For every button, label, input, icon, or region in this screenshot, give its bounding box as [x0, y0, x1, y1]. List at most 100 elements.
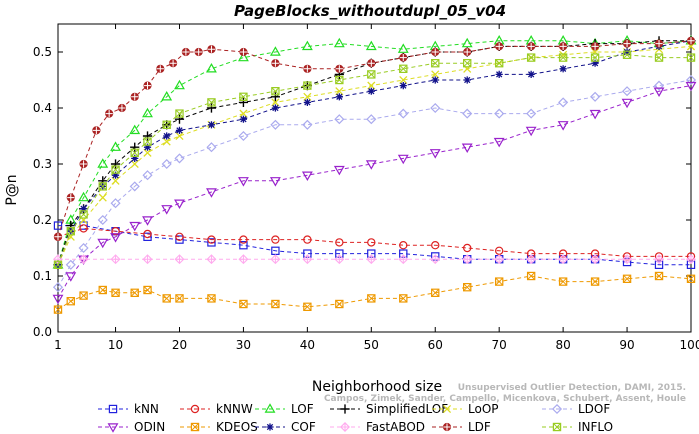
series-kdeos — [53, 271, 696, 314]
data-point — [527, 42, 536, 51]
data-point — [622, 39, 632, 48]
data-point — [590, 254, 601, 265]
data-point — [399, 240, 408, 250]
data-point — [207, 238, 216, 247]
data-point — [367, 238, 376, 247]
data-point — [590, 91, 601, 102]
data-point — [111, 288, 120, 298]
x-tick-label: 90 — [619, 338, 634, 352]
x-tick-label: 100 — [680, 338, 699, 352]
data-point — [206, 188, 217, 198]
data-point — [333, 37, 345, 48]
series-line-knnw — [57, 227, 691, 257]
data-point — [130, 142, 140, 152]
data-point — [117, 103, 127, 113]
data-point — [92, 126, 101, 135]
data-point — [431, 76, 439, 84]
data-point — [527, 70, 535, 78]
series-knn — [53, 221, 696, 270]
data-point — [557, 121, 569, 131]
series-line-ldf — [57, 40, 692, 237]
data-point — [399, 82, 407, 90]
data-point — [589, 109, 601, 120]
data-point — [463, 243, 472, 253]
data-point — [161, 205, 173, 215]
data-point — [174, 153, 185, 164]
data-point — [303, 81, 312, 90]
data-point — [271, 59, 280, 68]
data-point — [174, 114, 185, 124]
data-point — [431, 240, 440, 250]
data-point — [622, 50, 632, 60]
data-point — [685, 81, 697, 92]
data-point — [461, 37, 473, 48]
legend-marker — [551, 403, 563, 415]
data-point — [525, 126, 537, 137]
data-point — [461, 143, 473, 154]
legend-label: INFLO — [578, 420, 613, 434]
data-point — [111, 226, 120, 236]
legend-item-inflo: INFLO — [542, 420, 613, 434]
series-ldf — [53, 36, 696, 241]
data-point — [270, 254, 281, 265]
data-point — [399, 53, 408, 62]
data-point — [463, 47, 472, 57]
data-point — [335, 87, 344, 96]
data-point — [111, 171, 120, 179]
data-point — [207, 98, 216, 107]
data-point — [591, 59, 599, 67]
series-inflo — [53, 50, 696, 270]
data-point — [653, 80, 665, 91]
data-point — [654, 53, 664, 62]
data-point — [590, 53, 600, 62]
data-point — [559, 65, 567, 73]
data-point — [174, 199, 185, 210]
data-point — [590, 277, 600, 286]
series-knnw — [53, 224, 696, 261]
data-point — [143, 148, 152, 157]
data-point — [397, 154, 409, 165]
data-point — [303, 302, 312, 312]
data-point — [79, 205, 88, 213]
data-point — [431, 70, 440, 79]
data-point — [334, 114, 345, 125]
data-point — [130, 159, 139, 169]
data-point — [175, 294, 184, 303]
data-point — [271, 104, 279, 112]
data-point — [142, 107, 153, 118]
data-point — [194, 47, 203, 57]
legend-item-loop: LoOP — [432, 402, 499, 416]
data-point — [303, 98, 311, 106]
data-point — [206, 142, 217, 153]
data-point — [239, 115, 248, 123]
data-point — [431, 288, 440, 298]
data-point — [686, 274, 696, 284]
data-point — [686, 36, 696, 45]
data-point — [526, 53, 536, 62]
data-point — [78, 254, 89, 265]
data-point — [622, 254, 633, 265]
legend-item-knnw: kNNW — [180, 402, 253, 416]
data-point — [526, 271, 536, 281]
data-point — [174, 254, 185, 265]
legend-label: FastABOD — [366, 420, 425, 434]
data-point — [97, 158, 109, 168]
data-point — [162, 137, 171, 146]
data-point — [175, 109, 184, 118]
data-point — [79, 221, 88, 230]
data-point — [558, 97, 569, 108]
data-point — [130, 288, 139, 298]
legend-marker — [264, 403, 276, 413]
legend-item-fastabod: FastABOD — [330, 420, 425, 434]
data-point — [463, 283, 472, 292]
data-point — [97, 214, 108, 226]
watermark-line-1: Unsupervised Outlier Detection, DAMI, 20… — [458, 383, 686, 393]
y-tick-label: 0.5 — [33, 45, 52, 59]
data-point — [206, 103, 217, 113]
y-tick-label: 0.1 — [33, 269, 52, 283]
data-point — [175, 131, 184, 141]
legend-label: SimplifiedLOF — [366, 402, 448, 416]
data-point — [301, 40, 313, 51]
data-point — [129, 124, 141, 135]
data-point — [367, 59, 376, 68]
